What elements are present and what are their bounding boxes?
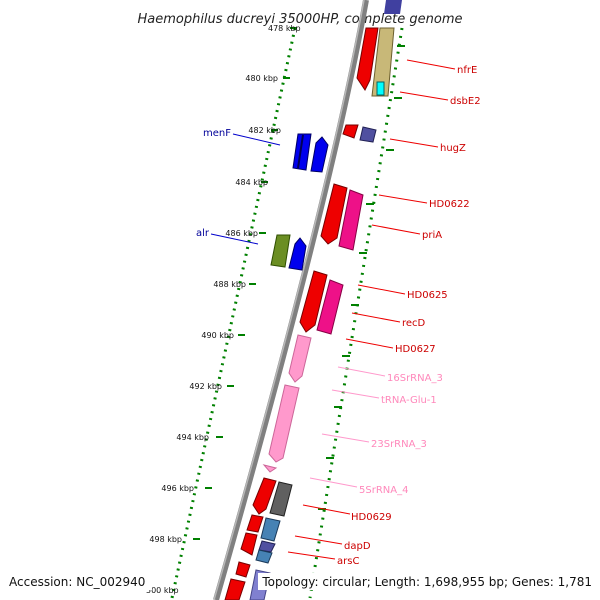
scale-label-top-partial: 478 kbp xyxy=(268,24,301,33)
scale-label: 492 kbp xyxy=(189,382,222,391)
leader-line xyxy=(287,551,336,560)
gene-bottom-red-1[interactable] xyxy=(235,561,251,578)
gene-label[interactable]: HD0627 xyxy=(395,344,436,355)
leader-line xyxy=(378,194,428,204)
gene-lower-steel-1[interactable] xyxy=(260,517,281,542)
leader-line xyxy=(294,535,343,545)
gene-label[interactable]: dapD xyxy=(344,541,371,552)
gene-label[interactable]: HD0625 xyxy=(407,290,448,301)
gene-dapD-b[interactable] xyxy=(258,540,276,553)
gene-23SrRNA_3[interactable] xyxy=(268,384,300,463)
reverse-genes xyxy=(270,133,329,271)
gene-HD0629-b[interactable] xyxy=(269,481,293,517)
scale-label: 482 kbp xyxy=(248,126,281,135)
leader-line xyxy=(351,312,401,323)
forward-label-group: nfrE dsbE2 hugZ HD0622 priA HD0625 recD … xyxy=(287,59,481,567)
gene-label[interactable]: HD0629 xyxy=(351,512,392,523)
gene-lower-red-1[interactable] xyxy=(246,514,264,533)
footer-right-backdrop xyxy=(258,573,594,590)
scale-ticks: 478 kbp 480 kbp 482 kbp 484 kbp 486 kbp … xyxy=(146,24,301,595)
leader-line xyxy=(406,59,456,70)
gene-5SrRNA_4[interactable] xyxy=(262,464,278,473)
outer-ticks xyxy=(318,45,405,510)
gene-recD[interactable] xyxy=(316,279,344,335)
leader-line xyxy=(331,389,380,399)
forward-genes xyxy=(224,0,402,600)
leader-line xyxy=(232,133,281,146)
scale-label-bottom-partial: 500 kbp xyxy=(146,586,179,595)
scale-label: 490 kbp xyxy=(201,331,234,340)
scale-label: 486 kbp xyxy=(225,229,258,238)
leader-line xyxy=(321,433,370,443)
leader-line xyxy=(309,477,358,488)
gene-bottom-red-2[interactable] xyxy=(224,578,246,600)
gene-top-red[interactable] xyxy=(356,27,379,91)
gene-label[interactable]: 16SrRNA_3 xyxy=(387,373,443,384)
gene-label[interactable]: hugZ xyxy=(440,143,466,154)
genome-backbone xyxy=(213,0,369,600)
gene-label[interactable]: alr xyxy=(196,228,210,239)
scale-label: 496 kbp xyxy=(161,484,194,493)
gene-label[interactable]: HD0622 xyxy=(429,199,470,210)
gene-label[interactable]: priA xyxy=(422,230,442,241)
gene-label[interactable]: tRNA-Glu-1 xyxy=(381,395,437,406)
gene-menF-a[interactable] xyxy=(292,133,312,171)
gene-label[interactable]: 23SrRNA_3 xyxy=(371,439,427,450)
gene-nfrE[interactable] xyxy=(371,27,395,97)
scale-label: 484 kbp xyxy=(235,178,268,187)
accession-text: Accession: NC_002940 xyxy=(9,575,145,589)
leader-line xyxy=(210,233,259,245)
gene-label[interactable]: nfrE xyxy=(457,65,477,76)
leader-line xyxy=(357,284,406,295)
gene-menF-b[interactable] xyxy=(310,136,329,173)
genome-backbone-highlight xyxy=(213,0,365,600)
map-title: Haemophilus ducreyi 35000HP, complete ge… xyxy=(137,12,462,27)
gene-HD0625[interactable] xyxy=(299,270,328,333)
footer-left-backdrop xyxy=(6,573,152,590)
gene-arsC[interactable] xyxy=(255,549,273,564)
gene-dsbE2[interactable] xyxy=(376,81,385,96)
gene-dapD-a[interactable] xyxy=(240,532,258,556)
outer-ring xyxy=(308,27,404,599)
gene-alr-b[interactable] xyxy=(288,237,307,271)
leader-line xyxy=(302,504,351,515)
scale-label: 494 kbp xyxy=(176,433,209,442)
gene-label[interactable]: arsC xyxy=(337,556,359,567)
scale-label: 488 kbp xyxy=(213,280,246,289)
gene-HD0629-a[interactable] xyxy=(252,477,277,515)
scale-label: 480 kbp xyxy=(245,74,278,83)
gene-top-dark[interactable] xyxy=(384,0,402,14)
topology-text: Topology: circular; Length: 1,698,955 bp… xyxy=(261,575,592,589)
leader-line xyxy=(345,338,394,349)
leader-line xyxy=(371,224,421,235)
leader-line xyxy=(389,138,439,148)
gene-label[interactable]: 5SrRNA_4 xyxy=(359,485,408,496)
gene-HD0622[interactable] xyxy=(320,183,348,245)
leader-line xyxy=(337,366,386,377)
gene-label[interactable]: dsbE2 xyxy=(450,96,481,107)
leader-line xyxy=(399,91,449,101)
gene-hugZ-b[interactable] xyxy=(359,126,377,143)
gene-16SrRNA_3[interactable] xyxy=(288,334,312,383)
gene-alr-a[interactable] xyxy=(270,234,291,268)
gene-menF-a-stripe xyxy=(297,134,304,169)
gene-label[interactable]: recD xyxy=(402,318,426,329)
gene-hugZ-a[interactable] xyxy=(342,124,359,139)
reverse-label-group: menF alr xyxy=(196,128,281,245)
scale-label: 498 kbp xyxy=(149,535,182,544)
gene-priA[interactable] xyxy=(338,189,364,251)
gene-label[interactable]: menF xyxy=(203,128,231,139)
